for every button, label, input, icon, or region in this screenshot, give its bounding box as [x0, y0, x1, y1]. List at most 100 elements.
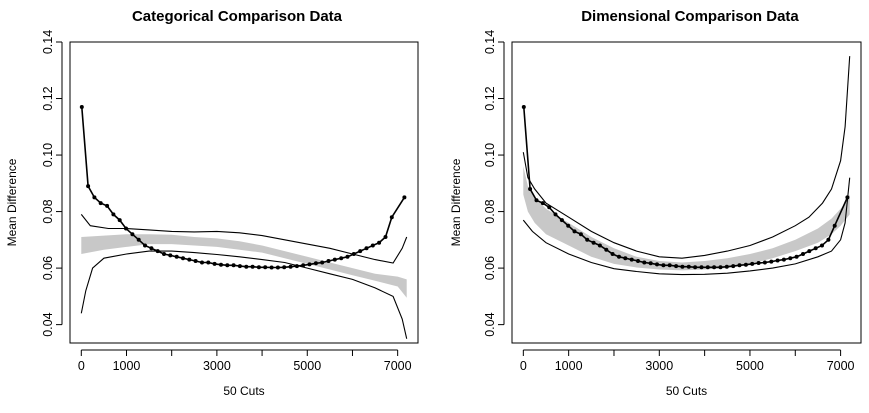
series-1-point [244, 264, 249, 269]
series-1-point [521, 105, 526, 109]
series-1-point [820, 243, 824, 248]
series-1-point [364, 246, 369, 251]
series-1-point [250, 264, 255, 269]
series-1-point [686, 264, 691, 269]
series-1-point [345, 254, 350, 259]
series-2-band [81, 234, 407, 298]
series-1-point [168, 253, 173, 258]
series-1-point [124, 226, 128, 231]
series-1-point [667, 263, 672, 268]
series-1-point [326, 259, 331, 263]
series-1-point [389, 215, 394, 220]
series-1-point [566, 223, 571, 228]
series-4-line [80, 250, 408, 339]
x-tick-label: 5000 [293, 359, 321, 373]
plot-frame [511, 41, 862, 344]
series-1-point [307, 262, 312, 267]
series-1-point [383, 235, 388, 239]
series-1-point [788, 256, 793, 261]
series-1-point [225, 263, 230, 268]
x-tick-label: 0 [520, 359, 527, 373]
x-tick-label: 7000 [384, 359, 412, 373]
series-1-point [737, 263, 742, 268]
series-1-point [282, 265, 287, 270]
series-1-point [781, 257, 786, 262]
series-1-point [339, 256, 344, 261]
series-1-point [149, 246, 154, 251]
series-1-point [534, 198, 539, 203]
series-1-point [832, 223, 837, 228]
series-1-point [86, 184, 91, 189]
series-1-point [219, 262, 223, 267]
x-tick-label: 7000 [827, 359, 855, 373]
x-tick-label: 3000 [203, 359, 231, 373]
series-1-point [756, 261, 761, 265]
x-tick-label: 0 [78, 359, 85, 373]
series-1-point [801, 252, 805, 256]
series-1-point [572, 229, 577, 234]
series-1-point [540, 201, 545, 206]
series-1-point [200, 260, 204, 265]
series-1-point [181, 256, 185, 261]
series-1-point [762, 260, 767, 265]
series-1-point [674, 264, 679, 269]
series-1-point [623, 256, 628, 261]
series-1-point [377, 240, 382, 245]
x-tick-label: 1000 [555, 359, 583, 373]
series-1-point [269, 265, 274, 270]
series-1-point [807, 249, 812, 254]
series-1-point [402, 195, 407, 200]
series-1-point [231, 263, 236, 268]
series-1-point [750, 261, 755, 266]
series-1-point [724, 264, 729, 269]
series-1-point [610, 252, 615, 256]
chart-panel-1: Categorical Comparison Data 0 1000 3000 5000… [5, 8, 419, 398]
y-tick-label: 0.08 [483, 199, 497, 223]
y-tick-label: 0.04 [41, 312, 55, 336]
series-1-point [117, 218, 122, 223]
y-tick-label: 0.12 [483, 86, 497, 110]
series-1-point [358, 249, 363, 254]
y-axis-label: Mean Difference [449, 158, 463, 246]
series-1-point [206, 260, 211, 265]
y-tick-label: 0.06 [483, 256, 497, 280]
series-1-point [320, 260, 325, 265]
series-1-point [794, 254, 799, 259]
series-1-point [275, 265, 280, 270]
series-1-point [162, 252, 166, 256]
y-tick-label: 0.08 [41, 199, 55, 223]
series-1-point [553, 212, 558, 217]
series-1-point [136, 237, 141, 242]
series-1-point [712, 265, 717, 270]
x-tick-label: 1000 [113, 359, 141, 373]
series-1-point [98, 201, 103, 206]
series-1-point [731, 264, 736, 269]
series-2-band [523, 166, 850, 271]
series-1-point [237, 264, 242, 269]
chart-panel-2: Dimensional Comparison Data 0 1000 3000 5000… [449, 8, 862, 398]
series-1-point [143, 243, 147, 248]
series-1-point [578, 232, 583, 237]
series-1-point [661, 263, 666, 268]
series-1-point [105, 203, 110, 208]
series-1-point [629, 257, 634, 262]
series-1-point [301, 263, 306, 268]
series-1-point [826, 237, 831, 242]
series-1-point [187, 257, 192, 262]
series-1-point [705, 265, 710, 270]
chart-title: Dimensional Comparison Data [581, 8, 799, 25]
series-1-point [591, 240, 596, 245]
series-1-point [699, 265, 704, 270]
series-3-line [522, 56, 851, 259]
series-1-point [193, 259, 198, 263]
series-1-point [680, 264, 685, 269]
series-3-line [80, 214, 408, 264]
series-1-point [212, 261, 217, 266]
series-1-point [92, 195, 97, 200]
y-tick-label: 0.04 [483, 312, 497, 336]
series-1-point [655, 262, 659, 267]
series-1-point [636, 259, 640, 263]
series-1-point [617, 254, 621, 259]
series-1-point [313, 261, 318, 266]
